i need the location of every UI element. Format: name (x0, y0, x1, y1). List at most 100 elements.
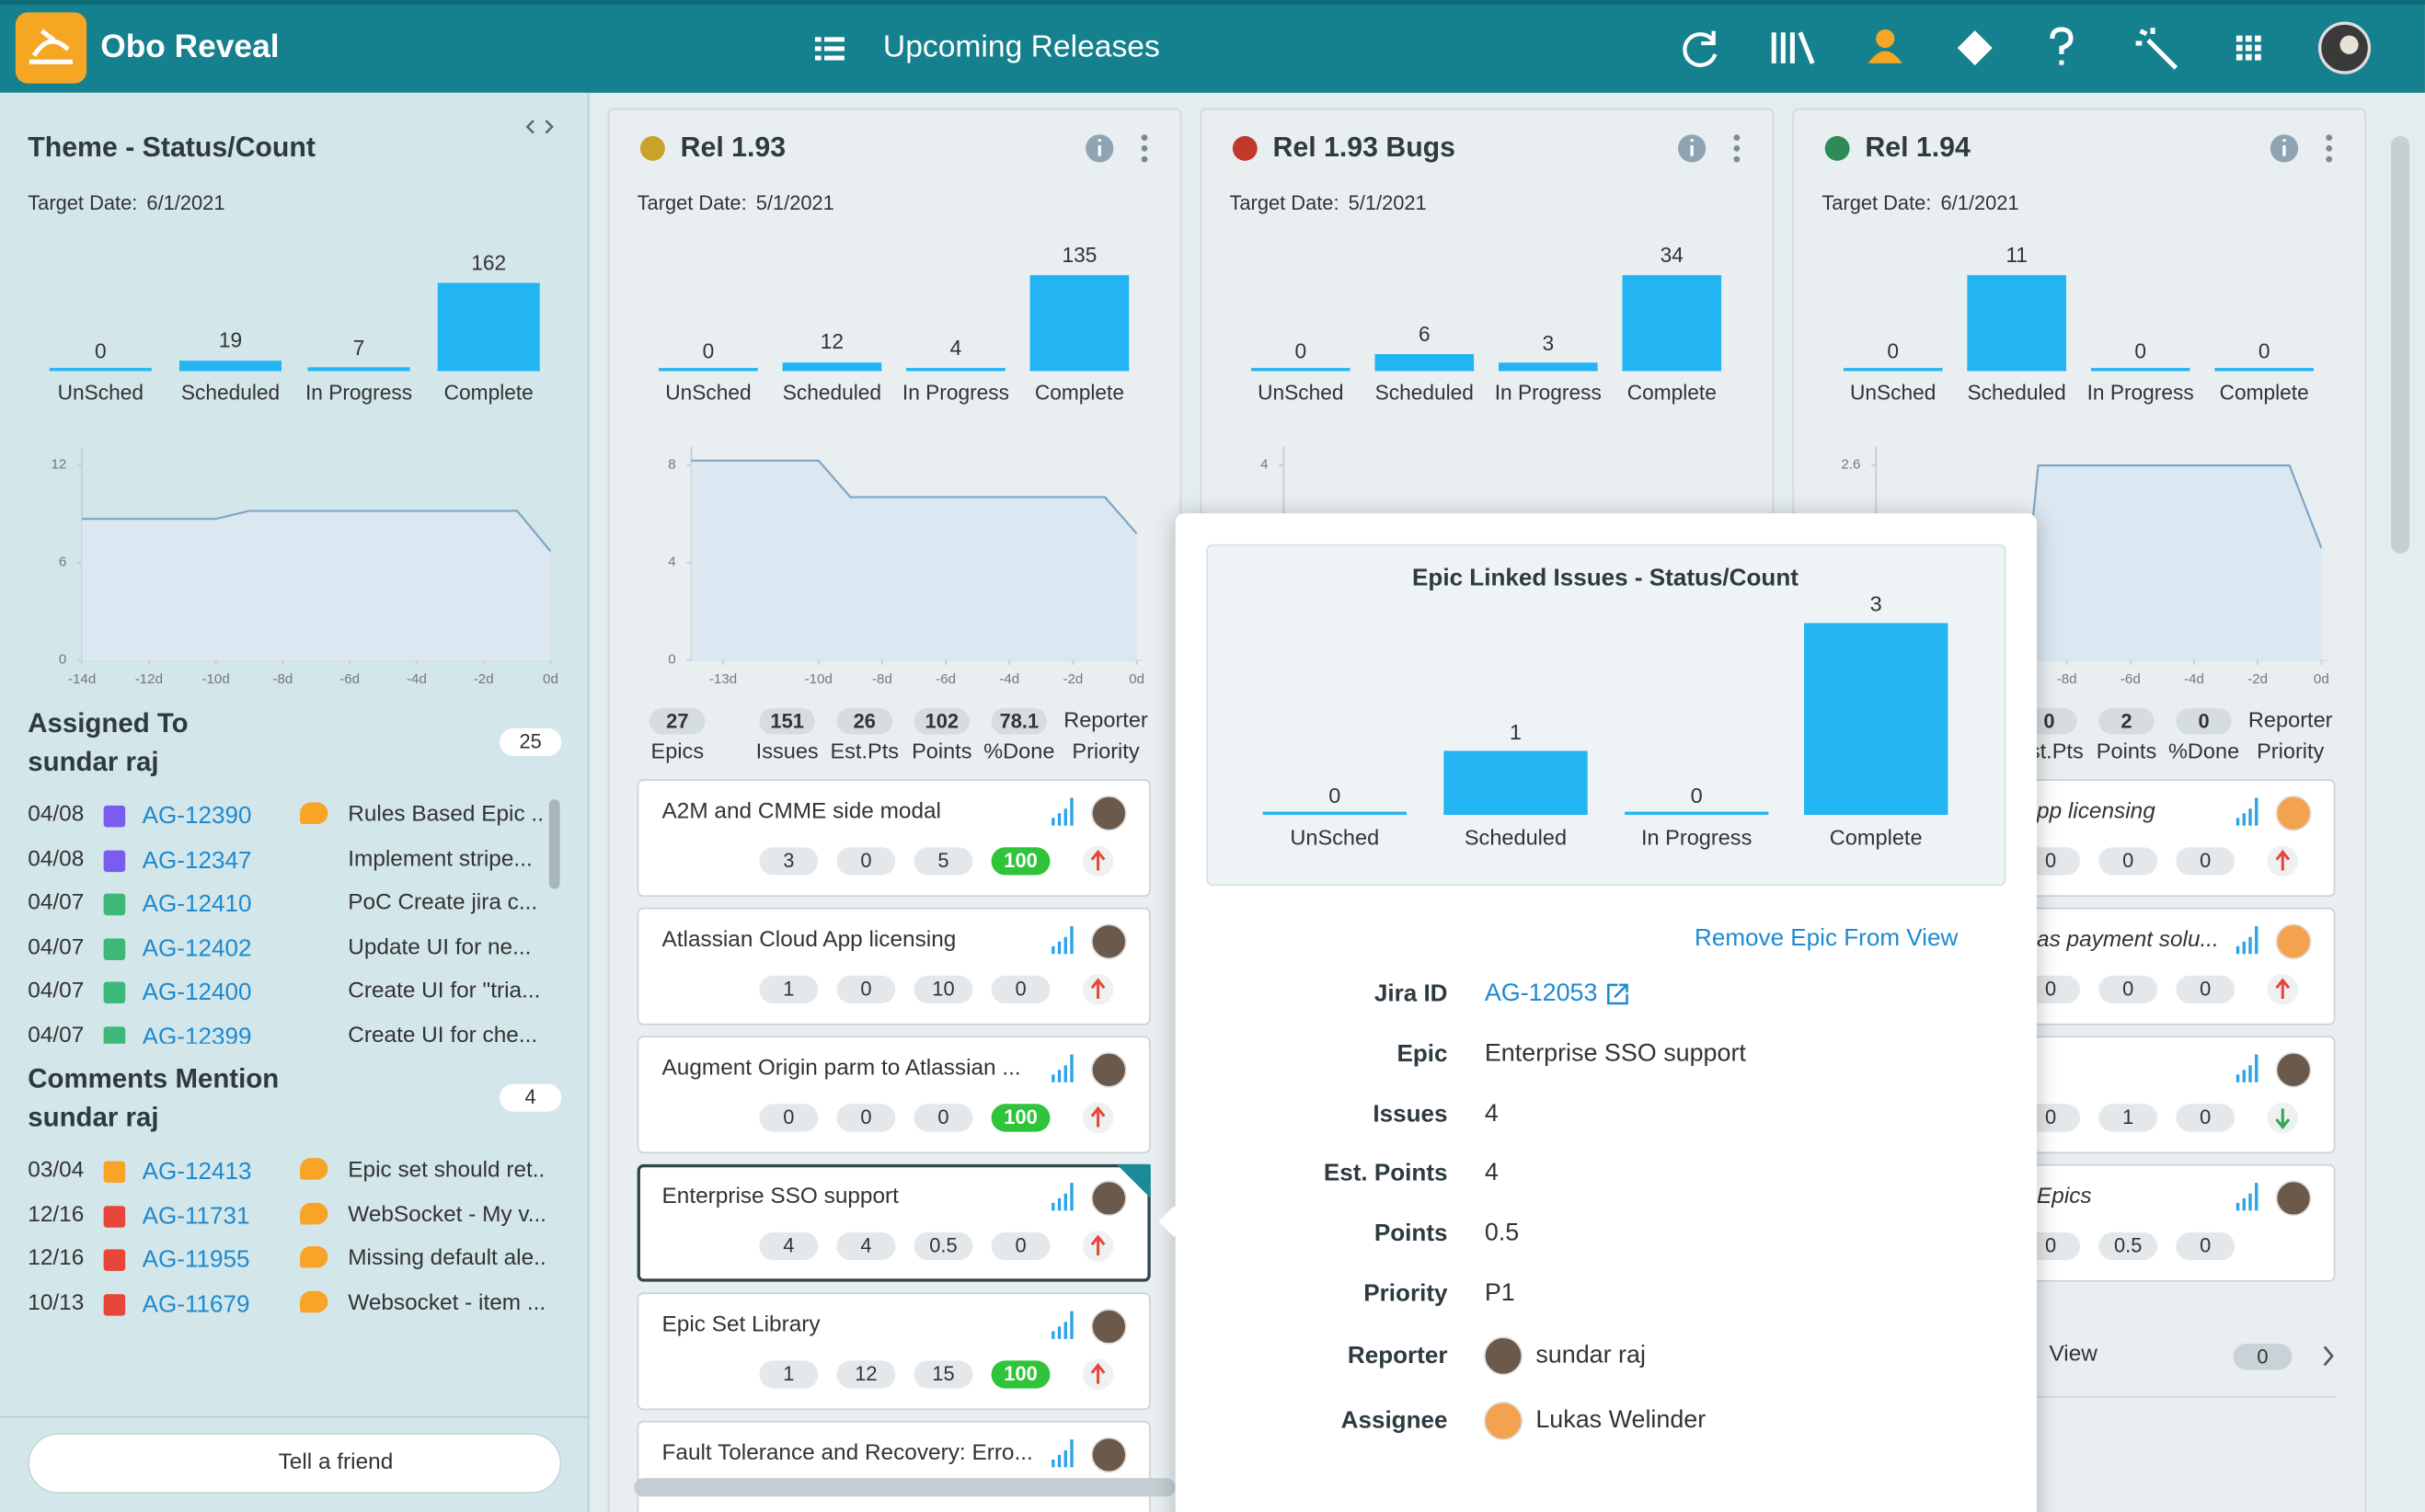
epic-name[interactable]: Epic Set Library (661, 1312, 821, 1338)
issue-id[interactable]: AG-11731 (142, 1202, 250, 1230)
stat-value: 151 (770, 708, 804, 732)
field-value[interactable]: AG-12053 (1484, 980, 1598, 1007)
issue-id[interactable]: AG-12347 (142, 847, 252, 874)
issue-summary[interactable]: Implement stripe... (348, 848, 533, 872)
issue-summary[interactable]: Websocket - item ... (348, 1291, 545, 1315)
bar-category-label: Complete (1034, 381, 1124, 405)
epic-card[interactable] (637, 779, 1151, 898)
epic-name[interactable]: A2M and CMME side modal (661, 799, 941, 825)
avatar (1091, 1180, 1127, 1217)
help-icon[interactable] (2050, 27, 2074, 65)
issue-summary[interactable]: Create UI for "tria... (348, 979, 541, 1004)
issue-summary[interactable]: Create UI for che... (348, 1024, 538, 1044)
epic-name[interactable]: Fault Tolerance and Recovery: Erro... (661, 1440, 1033, 1466)
issue-date: 04/08 (28, 802, 85, 828)
view-count-pill: 0 (2233, 1343, 2293, 1370)
epic-name[interactable]: Augment Origin parm to Atlassian ... (661, 1056, 1021, 1082)
card-number: 0 (2200, 1233, 2212, 1257)
count-badge: 25 (499, 727, 562, 757)
issue-summary[interactable]: Epic set should ret... (348, 1159, 545, 1184)
x-tick-label: 0d (543, 670, 558, 687)
issue-id[interactable]: AG-11679 (142, 1290, 250, 1318)
epic-card[interactable] (637, 907, 1151, 1025)
epic-popup: Epic Linked Issues - Status/Count 0 UnSche… (1175, 513, 2038, 1512)
issue-summary[interactable]: Missing default ale... (348, 1247, 545, 1271)
bar (1967, 275, 2066, 372)
epic-name[interactable]: Atlassian Cloud App licensing (661, 927, 957, 953)
bar-value-label: 0 (1690, 783, 1703, 808)
stat-pill: 27 (649, 707, 706, 735)
bar (1029, 275, 1130, 372)
field-value: Enterprise SSO support (1484, 1040, 1746, 1068)
user-icon[interactable] (1868, 29, 1902, 63)
card-number: 0.5 (2113, 1233, 2143, 1257)
y-tick-label: 2.6 (1841, 456, 1861, 472)
bar-category-label: Scheduled (1464, 824, 1568, 850)
avatar (1091, 1051, 1127, 1088)
tell-friend-button[interactable]: Tell a friend (28, 1433, 562, 1494)
remove-epic-link[interactable]: Remove Epic From View (1695, 925, 1959, 952)
bar-baseline (49, 368, 152, 372)
epic-name[interactable]: pp licensing (2037, 799, 2155, 825)
issue-id[interactable]: AG-12402 (142, 935, 252, 962)
view-link[interactable]: View (2049, 1342, 2097, 1368)
refresh-icon[interactable] (1683, 30, 1718, 67)
card-number: 0 (860, 977, 872, 1001)
bar-category-label: UnSched (665, 381, 752, 405)
wand-icon[interactable] (2135, 28, 2178, 70)
issue-id[interactable]: AG-12390 (142, 803, 252, 830)
epic-name[interactable]: as payment solu... (2037, 927, 2219, 953)
comment-icon (300, 1289, 328, 1312)
issue-type-icon (103, 1293, 126, 1315)
card-number-pill: 0 (836, 847, 896, 876)
card-number: 0 (860, 1105, 872, 1128)
sparkline-icon (1070, 797, 1074, 826)
external-link-icon (1607, 983, 1628, 1005)
card-number-pill: 5 (914, 847, 973, 876)
bar-value-label: 4 (949, 337, 962, 361)
card-number-pill: 0 (914, 1104, 973, 1132)
field-value: P1 (1484, 1280, 1515, 1307)
count-badge: 4 (499, 1083, 562, 1112)
issue-id[interactable]: AG-11955 (142, 1246, 250, 1274)
x-tick-label: -8d (871, 670, 892, 687)
bar-category-label: In Progress (305, 381, 413, 405)
issue-summary[interactable]: Rules Based Epic ... (348, 804, 545, 828)
sparkline-icon (1070, 1439, 1074, 1468)
epic-card[interactable] (637, 1036, 1151, 1154)
target-date: Target Date: 6/1/2021 (28, 191, 224, 214)
apps-icon[interactable] (2235, 35, 2261, 61)
sparkline-icon (2235, 1074, 2240, 1082)
issue-id[interactable]: AG-12399 (142, 1023, 252, 1044)
sparkline-icon (2255, 1054, 2258, 1082)
stat-label: Points (2096, 738, 2157, 763)
epic-card[interactable] (637, 1292, 1151, 1411)
sparkline-icon (2248, 1065, 2252, 1082)
issue-summary[interactable]: WebSocket - My v... (348, 1203, 545, 1228)
card-number: 0.5 (929, 1233, 958, 1257)
logo[interactable] (15, 12, 87, 84)
issue-summary[interactable]: PoC Create jira c... (348, 892, 538, 916)
bar (1804, 623, 1948, 815)
epic-name[interactable]: Epics (2037, 1184, 2092, 1209)
bar-category-label: Complete (1626, 381, 1717, 405)
stat-value: 0 (2198, 708, 2210, 732)
sparkline-icon (1057, 1326, 1062, 1339)
bar-category-label: Complete (443, 381, 534, 405)
issue-id[interactable]: AG-12410 (142, 891, 252, 918)
issue-date: 12/16 (28, 1246, 85, 1271)
issue-summary[interactable]: Update UI for ne... (348, 935, 532, 960)
library-icon[interactable] (1771, 31, 1815, 64)
epic-card[interactable] (637, 1163, 1151, 1282)
x-tick-label: -8d (272, 670, 293, 687)
list-icon[interactable] (814, 37, 845, 61)
x-tick-label: -13d (708, 670, 738, 687)
sparkline-icon (1052, 1331, 1055, 1339)
issue-id[interactable]: AG-12413 (142, 1158, 252, 1186)
label: Target Date: (1229, 190, 1339, 214)
bar-category-label: In Progress (1494, 381, 1602, 405)
epic-name[interactable]: Enterprise SSO support (661, 1184, 899, 1209)
issue-id[interactable]: AG-12400 (142, 979, 252, 1006)
field-value: 4 (1484, 1101, 1499, 1128)
bar-value-label: 7 (352, 335, 365, 360)
